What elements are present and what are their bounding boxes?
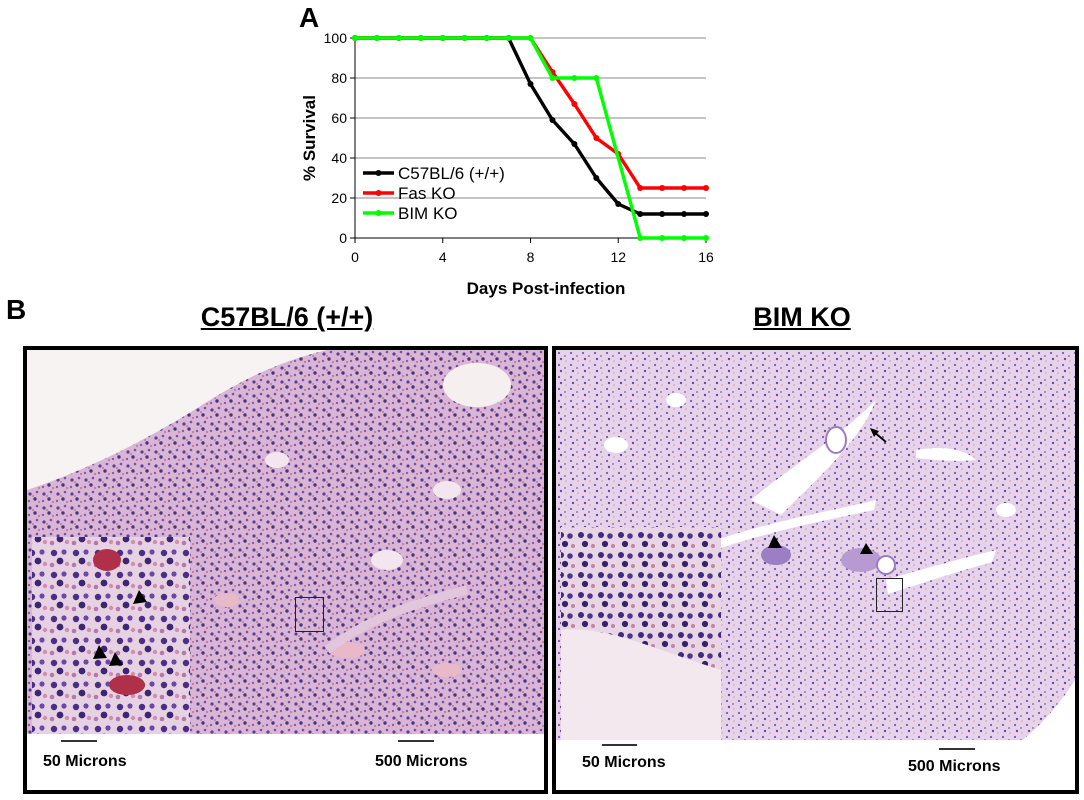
- x-tick-label: 16: [698, 249, 714, 265]
- bim-ko-lung-tissue-image: [556, 350, 1075, 790]
- series-2-point: [659, 235, 666, 241]
- bim-ko-main-scale-label: 500 Microns: [908, 758, 1001, 775]
- c57bl6-inset-scale-label: 50 Microns: [43, 753, 127, 770]
- series-2-point: [373, 35, 380, 41]
- legend-marker-0: [375, 170, 382, 176]
- series-1-point: [637, 185, 644, 191]
- series-2-point: [703, 235, 709, 241]
- bim-ko-inset-scale-label: 50 Microns: [582, 754, 666, 771]
- series-2-point: [505, 35, 512, 41]
- series-0-point: [593, 175, 600, 181]
- panel-a-label: A: [299, 2, 320, 33]
- x-tick-label: 4: [439, 249, 447, 265]
- legend-label-0: C57BL/6 (+/+): [398, 164, 505, 183]
- y-tick-label: 40: [331, 150, 347, 166]
- series-0-point: [681, 211, 688, 217]
- bim-ko-inset-marker: [876, 578, 903, 612]
- bim-ko-micrograph-panel: 50 Microns 500 Microns: [552, 346, 1079, 794]
- c57bl6-inset-scale-bar: [61, 740, 97, 742]
- c57bl6-main-scale-label: 500 Microns: [375, 753, 468, 770]
- series-2-point: [527, 35, 534, 41]
- series-0-point: [549, 117, 556, 123]
- legend-marker-1: [375, 190, 382, 196]
- c57bl6-inset-marker: [295, 597, 324, 632]
- series-2-point: [417, 35, 424, 41]
- series-1-point: [659, 185, 666, 191]
- series-2-point: [483, 35, 490, 41]
- y-tick-label: 0: [339, 230, 347, 246]
- x-axis-label: Days Post-infection: [467, 279, 626, 298]
- series-line-2: [355, 36, 706, 240]
- y-tick-label: 60: [331, 110, 347, 126]
- bim-ko-main-scale-bar: [939, 748, 975, 750]
- series-2-point: [461, 35, 468, 41]
- c57bl6-main-scale-bar: [398, 740, 434, 742]
- series-0-point: [637, 211, 644, 217]
- series-2-point: [593, 75, 600, 81]
- series-2-point: [395, 35, 402, 41]
- series-1-point: [703, 185, 709, 191]
- c57bl6-scale-strip: 50 Microns 500 Microns: [27, 734, 544, 790]
- series-2-point: [439, 35, 446, 41]
- series-0-point: [527, 81, 534, 87]
- series-0-point: [659, 211, 666, 217]
- bim-ko-scale-strip: 50 Microns 500 Microns: [556, 740, 1075, 790]
- survival-chart: 0 20 40 60 80 100 0 4 8 12 16 C57BL/6 (+/+)Fas KOB…: [300, 30, 714, 298]
- series-1-point: [593, 135, 600, 141]
- legend-label-1: Fas KO: [398, 184, 456, 203]
- y-tick-label: 20: [331, 190, 347, 206]
- x-tick-label: 8: [527, 249, 535, 265]
- series-0-point: [703, 211, 709, 217]
- series-2-point: [681, 235, 688, 241]
- series-2-point: [637, 235, 644, 241]
- bim-ko-inset-scale-bar: [602, 744, 637, 746]
- x-tick-label: 12: [610, 249, 626, 265]
- x-tick-label: 0: [351, 249, 359, 265]
- legend-marker-2: [375, 210, 382, 216]
- left-panel-title: C57BL/6 (+/+): [200, 302, 374, 332]
- series-1-point: [571, 101, 578, 107]
- series-2-point: [352, 35, 358, 41]
- series-2-point: [549, 75, 556, 81]
- legend-label-2: BIM KO: [398, 204, 458, 223]
- c57bl6-lung-tissue-image: [27, 350, 544, 790]
- series-2-point: [571, 75, 578, 81]
- right-panel-title: BIM KO: [753, 302, 851, 332]
- y-tick-label: 80: [331, 70, 347, 86]
- panel-b-label: B: [6, 294, 27, 325]
- series-1-point: [681, 185, 688, 191]
- series-0-point: [571, 141, 578, 147]
- y-tick-label: 100: [324, 30, 348, 46]
- y-axis-label: % Survival: [300, 95, 319, 181]
- c57bl6-micrograph-panel: 50 Microns 500 Microns: [23, 346, 548, 794]
- series-0-point: [615, 201, 622, 207]
